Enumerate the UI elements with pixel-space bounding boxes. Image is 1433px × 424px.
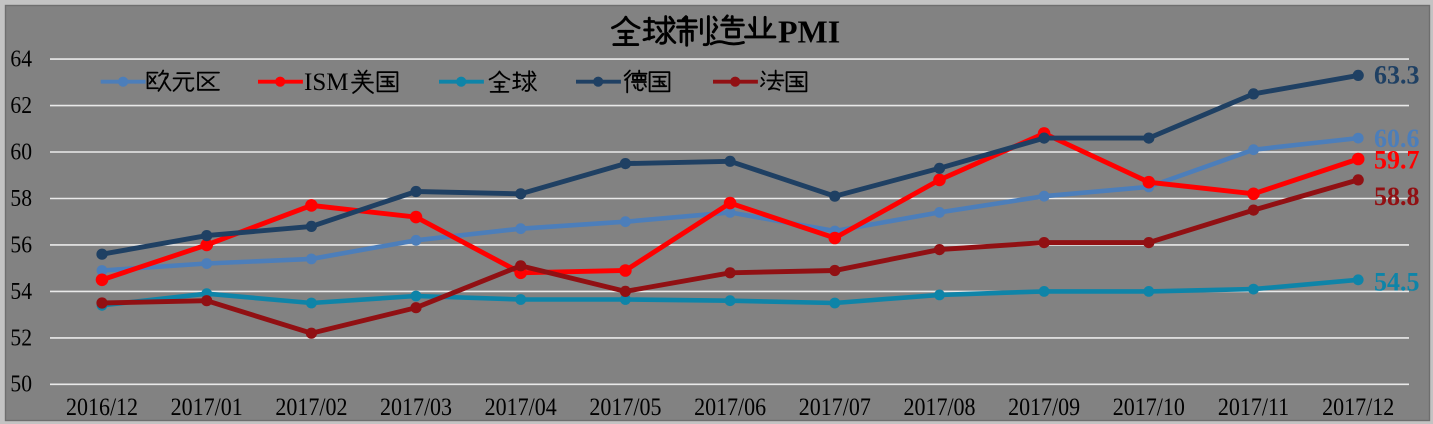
svg-text:59.7: 59.7 bbox=[1374, 146, 1420, 175]
svg-text:58: 58 bbox=[10, 185, 32, 211]
svg-text:2017/02: 2017/02 bbox=[275, 394, 347, 422]
svg-text:60.6: 60.6 bbox=[1374, 124, 1420, 153]
svg-text:2017/12: 2017/12 bbox=[1322, 394, 1394, 422]
svg-text:2017/09: 2017/09 bbox=[1008, 394, 1080, 422]
svg-text:2016/12: 2016/12 bbox=[66, 394, 138, 422]
svg-text:2017/03: 2017/03 bbox=[380, 394, 452, 422]
svg-text:2017/11: 2017/11 bbox=[1218, 394, 1289, 422]
svg-text:58.8: 58.8 bbox=[1374, 182, 1420, 211]
svg-text:2017/01: 2017/01 bbox=[171, 394, 243, 422]
svg-text:2017/04: 2017/04 bbox=[485, 394, 557, 422]
svg-text:52: 52 bbox=[10, 324, 32, 350]
svg-text:2017/10: 2017/10 bbox=[1113, 394, 1185, 422]
svg-text:56: 56 bbox=[10, 231, 32, 257]
svg-text:PMI: PMI bbox=[778, 14, 840, 50]
svg-text:2017/06: 2017/06 bbox=[694, 394, 766, 422]
svg-text:60: 60 bbox=[10, 138, 32, 164]
svg-text:54: 54 bbox=[10, 278, 32, 304]
svg-text:2017/05: 2017/05 bbox=[589, 394, 661, 422]
svg-text:62: 62 bbox=[10, 92, 32, 118]
svg-text:54.5: 54.5 bbox=[1374, 268, 1420, 297]
svg-text:ISM: ISM bbox=[304, 69, 348, 96]
svg-text:50: 50 bbox=[10, 371, 32, 397]
svg-text:63.3: 63.3 bbox=[1374, 61, 1420, 90]
svg-text:2017/08: 2017/08 bbox=[903, 394, 975, 422]
svg-text:64: 64 bbox=[10, 45, 32, 71]
svg-text:2017/07: 2017/07 bbox=[799, 394, 871, 422]
